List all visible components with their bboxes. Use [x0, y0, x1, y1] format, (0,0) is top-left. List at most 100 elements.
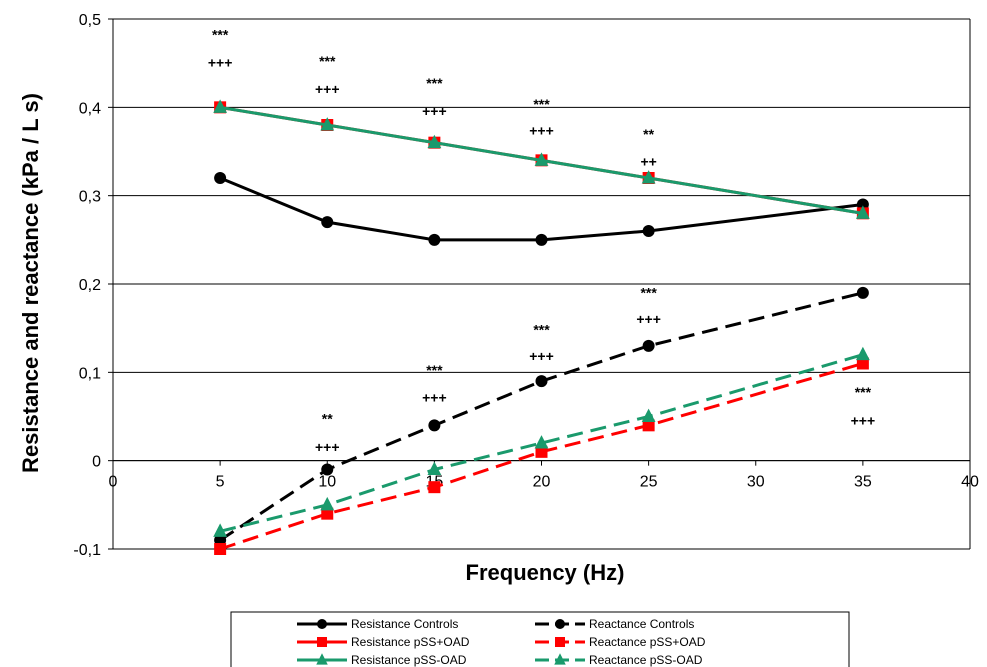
data-point: [320, 496, 335, 511]
data-point: [856, 357, 869, 370]
series-reactance-controls: [214, 286, 869, 547]
legend: Resistance Controls Reactance Controls Res…: [230, 611, 850, 667]
significance-label: +++: [208, 55, 233, 71]
data-point: [534, 152, 549, 166]
significance-label: ***: [212, 26, 229, 42]
data-point: [855, 346, 870, 361]
annotations: *** +++ *** +++ *** +++ *** +++ ** ++ *** +++ *** +++…: [208, 26, 875, 455]
series-line: [219, 105, 864, 215]
data-point: [321, 216, 334, 229]
data-point: [214, 543, 227, 555]
data-point: [214, 172, 227, 184]
data-point: [535, 375, 548, 388]
significance-label: **: [322, 411, 333, 427]
significance-label: +++: [851, 412, 876, 428]
x-tick-label: 25: [640, 474, 658, 491]
series-reactance-pss-oad: [214, 357, 869, 555]
legend-entry: Reactance Controls: [535, 617, 694, 631]
significance-label: ***: [533, 321, 550, 337]
data-point: [213, 99, 228, 113]
data-point: [641, 170, 656, 184]
significance-label: ++: [640, 154, 656, 170]
data-point: [535, 233, 548, 246]
data-point: [428, 419, 441, 432]
legend-entry: Reactance pSS-OAD: [535, 653, 703, 667]
series-resistance-pss-oad: [213, 99, 870, 219]
data-point: [535, 445, 548, 458]
legend-entry: Resistance Controls: [297, 617, 458, 631]
series-resistance-controls: [214, 172, 869, 246]
series-line: [219, 362, 864, 551]
legend-label: Resistance Controls: [351, 617, 458, 631]
data-point: [428, 481, 441, 494]
data-point: [427, 461, 442, 476]
significance-label: ***: [855, 384, 872, 400]
data-point: [428, 233, 441, 246]
significance-label: ***: [426, 362, 443, 378]
series-line: [219, 176, 864, 242]
significance-label: +++: [422, 389, 447, 405]
legend-entry: Resistance pSS-OAD: [297, 653, 467, 667]
significance-label: ***: [533, 96, 550, 112]
significance-label: +++: [636, 311, 661, 327]
x-tick-label: 20: [533, 474, 551, 491]
data-point: [534, 435, 549, 449]
legend-label: Reactance pSS-OAD: [589, 653, 703, 667]
x-axis-title: Frequency (Hz): [466, 560, 625, 585]
legend-label: Reactance pSS+OAD: [589, 635, 706, 649]
significance-label: +++: [529, 348, 554, 364]
data-point: [317, 619, 327, 629]
significance-label: +++: [422, 103, 447, 119]
legend-label: Reactance Controls: [589, 617, 694, 631]
x-tick-label: 30: [747, 474, 765, 491]
series-reactance-pss-oad: [213, 346, 870, 537]
data-point: [641, 408, 656, 423]
legend-label: Resistance pSS+OAD: [351, 635, 470, 649]
x-tick-label: 35: [854, 474, 872, 491]
y-tick-label: 0,3: [79, 189, 101, 206]
significance-label: +++: [315, 439, 340, 455]
legend-box: [230, 611, 850, 667]
legend-label: Resistance pSS-OAD: [351, 653, 467, 667]
significance-label: **: [643, 126, 654, 142]
y-tick-label: -0,1: [73, 542, 101, 559]
x-tick-label: 5: [216, 474, 225, 491]
axes: [108, 18, 971, 550]
y-tick-labels: -0,1 0 0,1 0,2 0,3 0,4 0,5: [73, 12, 101, 559]
data-point: [642, 419, 655, 432]
data-point: [321, 507, 334, 520]
data-point: [555, 637, 565, 647]
x-tick-labels: 0510152025303540: [109, 474, 979, 491]
data-point: [427, 134, 442, 149]
legend-entry: Reactance pSS+OAD: [535, 635, 706, 649]
data-point: [642, 225, 655, 237]
significance-label: +++: [315, 81, 340, 97]
data-point: [316, 653, 328, 665]
y-tick-label: 0,5: [79, 12, 101, 29]
series-line: [219, 291, 864, 542]
legend-entry: Resistance pSS+OAD: [297, 635, 470, 649]
series-line: [219, 353, 864, 533]
x-tick-label: 0: [109, 474, 118, 491]
data-point: [642, 339, 655, 352]
series: [213, 99, 870, 555]
x-tick-label: 40: [961, 474, 979, 491]
data-point: [213, 523, 228, 537]
data-point: [320, 117, 335, 131]
significance-label: ***: [426, 75, 443, 91]
y-axis-title: Resistance and reactance (kPa / L s): [18, 93, 43, 473]
x-tick-label: 10: [318, 474, 336, 491]
data-point: [317, 637, 327, 647]
data-point: [554, 653, 566, 665]
y-tick-label: 0,2: [79, 277, 101, 294]
y-tick-label: 0,4: [79, 100, 101, 117]
y-tick-label: 0,1: [79, 365, 101, 382]
y-tick-label: 0: [92, 454, 101, 471]
significance-label: ***: [319, 53, 336, 69]
data-point: [856, 286, 869, 299]
significance-label: ***: [640, 284, 657, 300]
data-point: [855, 205, 870, 219]
significance-label: +++: [529, 123, 554, 139]
data-point: [555, 619, 565, 629]
